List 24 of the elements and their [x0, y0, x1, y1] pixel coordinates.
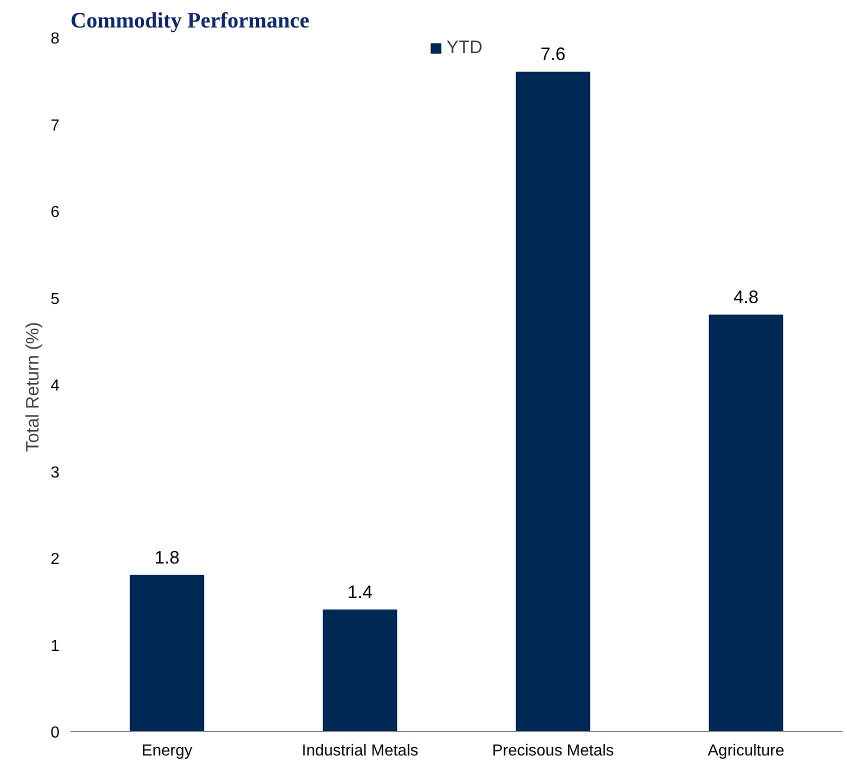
y-tick-label: 7: [50, 117, 60, 134]
data-label: 7.6: [540, 44, 566, 64]
x-tick-label: Energy: [142, 742, 192, 760]
y-tick-label: 3: [50, 464, 60, 482]
legend-label: YTD: [446, 37, 482, 58]
data-label: 1.4: [347, 582, 373, 602]
bar: [516, 72, 590, 732]
y-tick-label: 8: [50, 30, 60, 48]
y-tick-label: 0: [50, 724, 60, 742]
y-axis-title: Total Return (%): [22, 322, 43, 452]
x-tick-label: Agriculture: [708, 742, 784, 760]
x-tick-label: Industrial Metals: [302, 742, 418, 760]
y-tick-label: 2: [50, 551, 60, 568]
x-tick-label: Precisous Metals: [492, 742, 614, 760]
bar: [130, 574, 204, 732]
y-tick-label: 6: [50, 204, 60, 221]
y-tick-label: 1: [50, 638, 60, 655]
y-tick-label: 5: [50, 290, 60, 308]
bar: [708, 314, 784, 732]
data-label: 1.8: [154, 547, 180, 568]
bar: [322, 610, 398, 732]
chart-title: Commodity Performance: [70, 8, 310, 32]
data-label: 4.8: [733, 287, 759, 308]
y-tick-label: 4: [50, 378, 60, 394]
